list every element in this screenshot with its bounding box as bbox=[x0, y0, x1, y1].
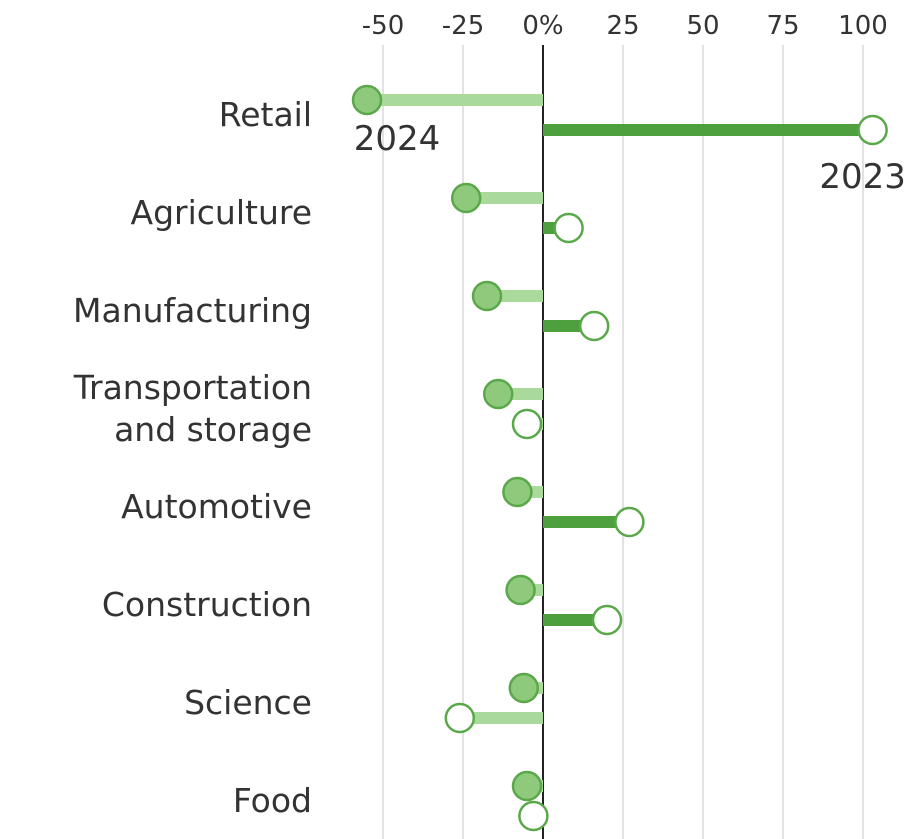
category-label: Construction bbox=[101, 585, 312, 624]
x-tick-label: 0% bbox=[522, 11, 563, 41]
dot bbox=[553, 212, 584, 244]
bar bbox=[459, 712, 543, 724]
bar bbox=[543, 124, 873, 136]
dot bbox=[591, 604, 623, 636]
category-label: Science bbox=[184, 683, 312, 722]
category-label: Transportation and storage bbox=[73, 368, 312, 449]
dot bbox=[450, 182, 482, 214]
series-label: 2023 bbox=[819, 157, 906, 197]
bar bbox=[466, 192, 543, 204]
dot bbox=[511, 408, 543, 440]
dot bbox=[505, 574, 536, 606]
dot bbox=[508, 672, 540, 704]
x-tick-label: -25 bbox=[442, 11, 484, 41]
x-tick-label: 25 bbox=[606, 11, 639, 41]
dot bbox=[614, 506, 645, 538]
bar bbox=[367, 94, 543, 106]
bar bbox=[543, 516, 630, 528]
dot bbox=[471, 280, 503, 312]
dot bbox=[482, 378, 514, 410]
category-label: Automotive bbox=[121, 487, 312, 526]
x-tick-label: -50 bbox=[362, 11, 404, 41]
dot bbox=[444, 702, 476, 734]
dot bbox=[351, 84, 383, 116]
bar bbox=[543, 614, 607, 626]
category-label: Food bbox=[232, 781, 312, 820]
dot bbox=[518, 800, 549, 832]
dot bbox=[511, 770, 543, 802]
dot bbox=[502, 476, 533, 508]
dot bbox=[578, 310, 610, 342]
series-label: 2024 bbox=[354, 119, 441, 159]
category-label: Manufacturing bbox=[73, 291, 312, 330]
x-tick-label: 100 bbox=[838, 11, 888, 41]
x-tick-label: 50 bbox=[686, 11, 719, 41]
category-label: Retail bbox=[218, 95, 312, 134]
category-label: Agriculture bbox=[130, 193, 312, 232]
x-tick-label: 75 bbox=[766, 11, 799, 41]
dot bbox=[857, 114, 888, 146]
